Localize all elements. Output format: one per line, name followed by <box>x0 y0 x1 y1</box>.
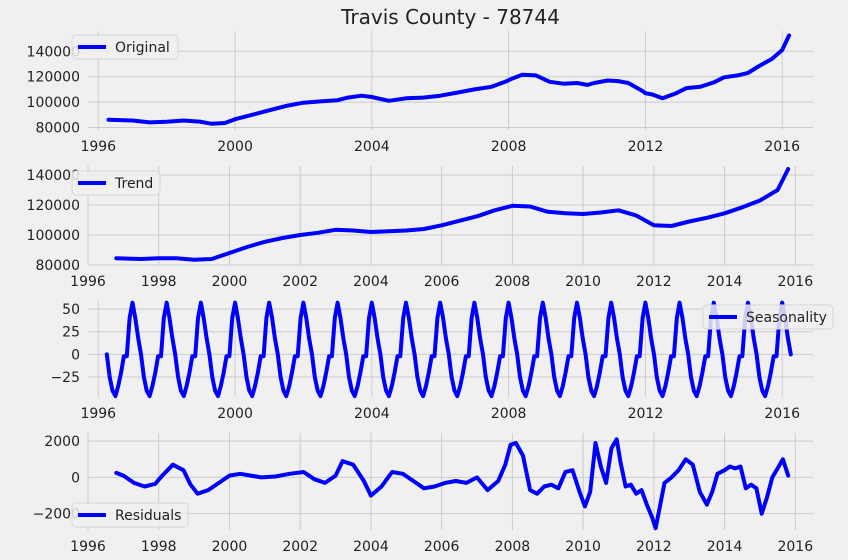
y-tick-label: 80000 <box>35 120 80 136</box>
y-tick-label: 140000 <box>27 44 80 60</box>
legend-box <box>702 304 834 330</box>
x-tick-label: 2004 <box>353 539 389 555</box>
legend-box <box>71 502 189 528</box>
x-tick-label: 2014 <box>707 539 743 555</box>
legend-label: Trend <box>114 176 153 192</box>
subplot-1: 1996 2000 2004 2008 2012 2016 80000 100000 12000… <box>27 5 813 155</box>
x-tick-label: 2000 <box>212 274 248 290</box>
legend-label: Seasonality <box>746 310 827 326</box>
y-tick-label: −25 <box>50 370 80 386</box>
y-tick-label: 25 <box>62 325 80 341</box>
x-tick-label: 2010 <box>565 274 601 290</box>
x-tick-label: 2008 <box>491 139 527 155</box>
series-line-seasonality <box>104 300 793 399</box>
y-tick-label: 2000 <box>44 434 80 450</box>
subplot-2: 1996 1998 2000 2002 2004 2006 2008 2010 2012 2014… <box>27 166 813 290</box>
x-tick-label: 1996 <box>70 274 106 290</box>
x-tick-label: 2000 <box>217 139 253 155</box>
x-tick-label: 2014 <box>707 274 743 290</box>
x-tick-label: 2012 <box>628 139 664 155</box>
x-tick-label: 2016 <box>764 406 800 422</box>
x-tick-label: 2004 <box>354 406 390 422</box>
legend-label: Original <box>115 40 170 56</box>
x-tick-label: 2016 <box>777 539 813 555</box>
y-tick-label: 50 <box>62 302 80 318</box>
legend-box <box>71 34 179 60</box>
legend-box <box>71 170 161 196</box>
legend: Original <box>71 34 179 60</box>
x-tick-label: 2008 <box>491 406 527 422</box>
x-tick-label: 2010 <box>565 539 601 555</box>
x-tick-label: 2016 <box>764 139 800 155</box>
x-tick-label: 1996 <box>80 406 116 422</box>
x-tick-label: 2000 <box>212 539 248 555</box>
y-tick-label: 120000 <box>27 70 80 86</box>
x-tick-label: 2002 <box>282 539 318 555</box>
x-tick-label: 2006 <box>424 539 460 555</box>
subplot-3: 1996 2000 2004 2008 2012 2016 −25 0 25 50 Seasonal… <box>50 300 834 422</box>
y-tick-label: 0 <box>71 347 80 363</box>
subplot-4: 1996 1998 2000 2002 2004 2006 2008 2010 2012 2014… <box>33 433 813 555</box>
y-tick-label: 80000 <box>35 258 80 274</box>
x-tick-label: 1998 <box>141 539 177 555</box>
legend: Residuals <box>71 502 189 528</box>
x-tick-label: 2000 <box>217 406 253 422</box>
x-tick-label: 2008 <box>495 274 531 290</box>
x-tick-label: 1998 <box>141 274 177 290</box>
series-line-original <box>106 33 792 126</box>
y-tick-label: 120000 <box>27 198 80 214</box>
series-line-trend <box>114 167 791 262</box>
x-tick-label: 2012 <box>636 539 672 555</box>
x-tick-label: 2008 <box>495 539 531 555</box>
legend: Trend <box>71 170 161 196</box>
x-tick-label: 2006 <box>424 274 460 290</box>
x-tick-label: 2016 <box>777 274 813 290</box>
x-tick-label: 1996 <box>80 139 116 155</box>
x-tick-label: 2012 <box>628 406 664 422</box>
y-tick-label: −2000 <box>33 507 80 523</box>
y-tick-label: 140000 <box>27 168 80 184</box>
series-line-residuals <box>114 437 791 531</box>
x-tick-label: 2012 <box>636 274 672 290</box>
y-tick-label: 0 <box>71 470 80 486</box>
x-tick-label: 2004 <box>353 274 389 290</box>
chart-title: Travis County - 78744 <box>340 5 560 29</box>
x-tick-label: 1996 <box>70 539 106 555</box>
legend-label: Residuals <box>115 508 181 524</box>
x-tick-label: 2004 <box>354 139 390 155</box>
x-tick-label: 2002 <box>282 274 318 290</box>
y-tick-label: 100000 <box>27 95 80 111</box>
y-tick-label: 100000 <box>27 228 80 244</box>
legend: Seasonality <box>702 304 834 330</box>
